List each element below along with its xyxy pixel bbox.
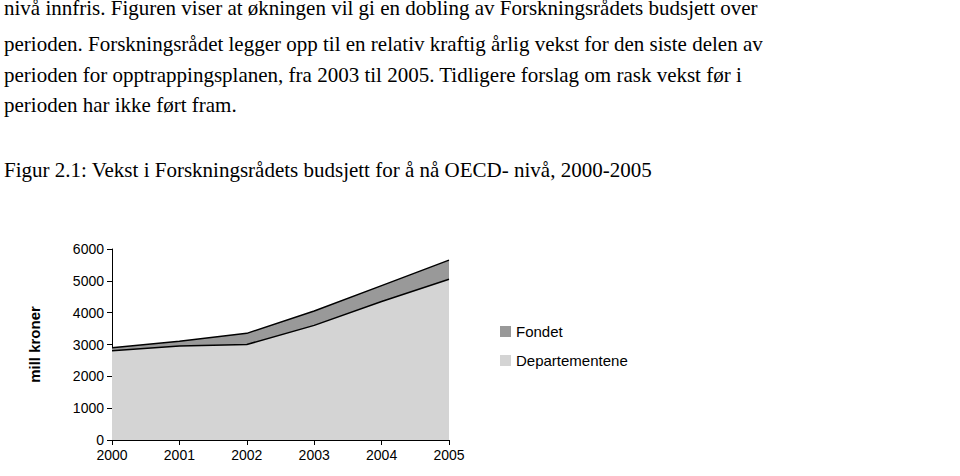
html-text:perioden. Forskningsrådet legg: perioden. Forskningsrådet legger opp til…: [4, 32, 763, 56]
svg-text:2002: 2002: [231, 447, 262, 463]
svg-text:6000: 6000: [73, 241, 104, 257]
svg-text:2000: 2000: [73, 368, 104, 384]
svg-text:5000: 5000: [73, 273, 104, 289]
html-text:perioden har ikke ført fram.: perioden har ikke ført fram.: [4, 93, 237, 117]
svg-text:2003: 2003: [299, 447, 330, 463]
svg-text:mill kroner: mill kroner: [26, 306, 43, 383]
svg-text:4000: 4000: [73, 305, 104, 321]
svg-text:2004: 2004: [366, 447, 397, 463]
svg-text:2005: 2005: [433, 447, 464, 463]
html-text:perioden for opptrappingsplane: perioden for opptrappingsplanen, fra 200…: [4, 63, 742, 87]
svg-text:1000: 1000: [73, 400, 104, 416]
svg-text:3000: 3000: [73, 337, 104, 353]
html-text:Figur 2.1: Vekst i Forskningsr: Figur 2.1: Vekst i Forskningsrådets buds…: [4, 158, 652, 182]
svg-text:2000: 2000: [96, 447, 127, 463]
svg-text:Fondet: Fondet: [516, 323, 564, 340]
svg-text:2001: 2001: [164, 447, 195, 463]
svg-text:0: 0: [96, 432, 104, 448]
svg-text:Departementene: Departementene: [516, 352, 628, 369]
